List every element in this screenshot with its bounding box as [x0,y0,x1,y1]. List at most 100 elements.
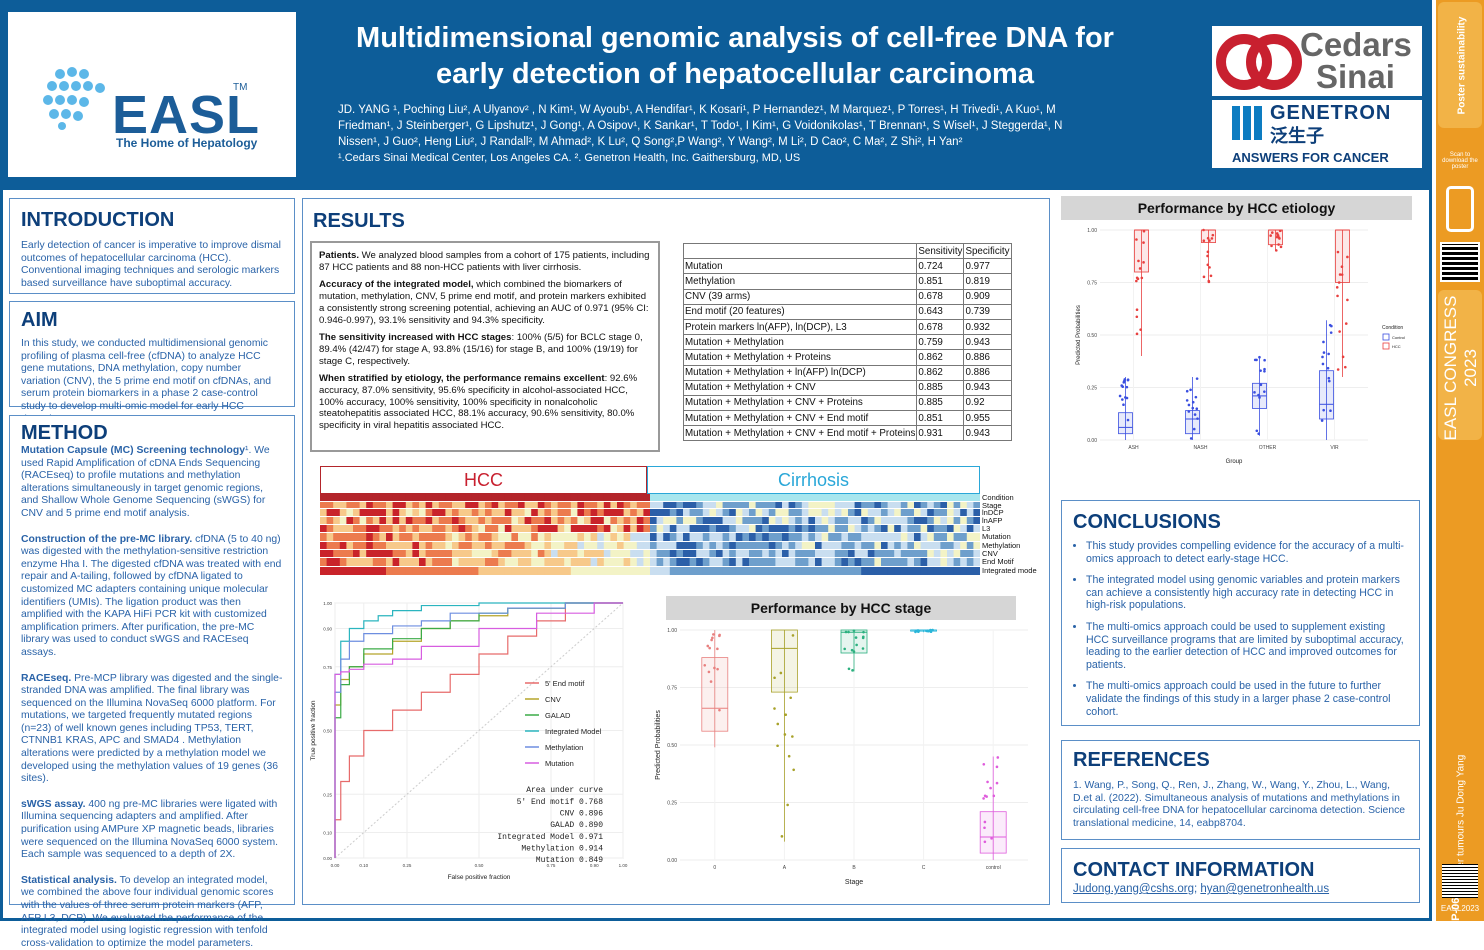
heatmap-cell [623,567,631,575]
heatmap-cell [353,509,360,516]
heatmap-cell [854,550,862,557]
data-point [1125,385,1129,389]
heatmap-cell [808,525,816,532]
heatmap-cell [465,550,473,557]
heatmap-cell [359,525,367,532]
heatmap-cell [808,502,816,508]
heatmap-cell [669,533,677,541]
heatmap-cell [570,542,578,549]
heatmap-cell [524,567,532,575]
heatmap-cell [973,533,980,541]
heatmap-cell [359,517,367,524]
heatmap-cell [966,542,974,549]
y-tick-label: 0.50 [1087,333,1097,339]
heatmap-cell [650,509,657,516]
heatmap-cell [775,567,783,575]
data-point [983,840,987,844]
heatmap-cell [465,542,473,549]
heatmap-cell [485,533,492,541]
heatmap-cell [366,502,374,508]
heatmap-cell [353,502,360,508]
result-term: Patients. [319,250,359,261]
poster-sustainability-badge[interactable]: Poster sustainability [1438,2,1482,128]
data-point [1338,273,1342,276]
data-point [1257,393,1260,397]
data-point [776,722,780,726]
table-cell: 0.932 [963,318,1012,336]
legend-label: Control [1392,335,1405,340]
data-point [773,707,776,710]
heatmap-cell [399,517,407,524]
heatmap-cell [366,558,374,566]
heatmap-cell [669,558,677,566]
heatmap-cell [597,509,605,516]
heatmap-cell [742,567,750,575]
heatmap-cell [722,517,730,524]
table-cell: 0.977 [963,258,1012,275]
heatmap-cell [564,517,572,524]
email-link-yan[interactable]: hyan@genetronhealth.us [1200,883,1330,895]
data-point [1338,330,1341,333]
heatmap-cell [584,509,591,516]
heatmap-cell [821,558,829,566]
y-tick-label: 0.10 [323,831,332,836]
data-point [1193,413,1197,416]
method-term: Mutation Capsule (MC) Screening technolo… [21,445,245,456]
data-point [1346,298,1349,302]
data-point [1135,332,1139,336]
heatmap-cell [762,517,770,524]
heatmap-cell [854,502,862,508]
heatmap-cell [702,542,710,549]
heatmap-cell [702,558,710,566]
data-point [1207,280,1211,284]
heatmap-cell [874,567,882,575]
heatmap-cell [445,567,453,575]
heatmap-cell [775,558,783,566]
heatmap-cell [702,550,710,557]
heatmap-cell [504,533,512,541]
heatmap-cell [907,517,915,524]
heatmap-cell [643,517,651,524]
heatmap-cell [716,494,723,501]
heatmap-cell [471,542,479,549]
heatmap-cell [590,509,598,516]
x-tick-label: VIR [1330,445,1339,451]
heatmap-cell [478,542,486,549]
heatmap-cell [828,533,836,541]
heatmap-cell [504,525,512,532]
table-row: CNV (39 arms) 0.678 0.909 [682,288,1012,305]
heatmap-cell [947,502,954,508]
heatmap-cell [372,558,380,566]
heatmap-cell [531,567,539,575]
qr-code-icon[interactable] [1440,242,1480,282]
data-point [1187,410,1191,413]
heatmap-cell [834,567,842,575]
heatmap-cell [729,550,737,557]
heatmap-cell [465,517,473,524]
heatmap-cell [795,525,803,532]
heatmap-cell [848,558,855,566]
heatmap-cell [966,533,974,541]
auc-title: Area under curve [526,786,603,795]
heatmap-cell [848,502,855,508]
hcc-group-label: HCC [320,466,647,494]
heatmap-cell [947,558,954,566]
data-point [1326,366,1330,370]
heatmap-cell [973,509,980,516]
heatmap-cell [471,525,479,532]
heatmap-cell [656,494,664,501]
heatmap-cell [590,550,598,557]
data-point [995,781,999,785]
heatmap-cell [557,542,565,549]
table-cell: 0.943 [963,425,1012,442]
heatmap-cell [419,567,426,575]
heatmap-cell [933,517,941,524]
heatmap-cell [808,567,816,575]
data-point [1118,394,1122,398]
heatmap-cell [636,550,644,557]
email-link-yang[interactable]: Judong.yang@cshs.org [1073,883,1194,895]
table-cell: Mutation + Methylation + ln(AFP) ln(DCP) [682,364,918,381]
heatmap-cell [617,517,624,524]
heatmap-cell [920,509,928,516]
heatmap-cell [471,502,479,508]
